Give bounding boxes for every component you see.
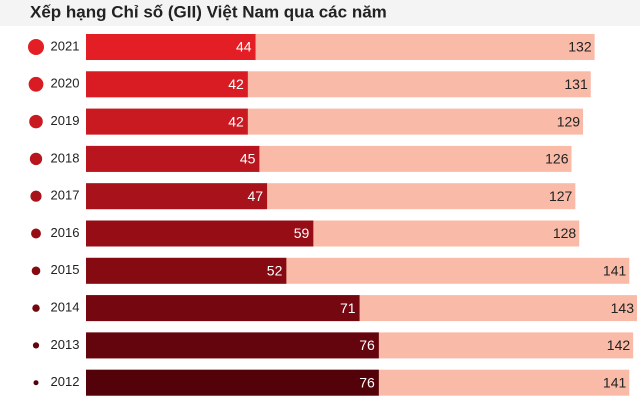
bar-rank (86, 295, 360, 322)
value-label-total: 129 (557, 113, 581, 129)
value-label-rank: 42 (228, 113, 244, 129)
y-tick-label: 2014 (51, 300, 80, 315)
value-label-rank: 71 (340, 300, 356, 316)
year-dot (31, 228, 41, 239)
value-label-total: 128 (553, 225, 577, 241)
value-label-total: 141 (603, 263, 627, 279)
year-dot (33, 380, 39, 386)
value-label-rank: 45 (240, 151, 256, 167)
year-dot (32, 342, 40, 349)
bar-rank (86, 183, 268, 210)
chart-title: Xếp hạng Chỉ số (GII) Việt Nam qua các n… (30, 2, 387, 21)
y-tick-label: 2020 (51, 76, 80, 91)
year-dot (29, 114, 43, 129)
bar-rank (86, 332, 379, 359)
year-dot (30, 190, 42, 202)
y-tick-label: 2019 (51, 113, 80, 128)
value-label-rank: 52 (267, 263, 283, 279)
value-label-rank: 76 (359, 337, 375, 353)
value-label-rank: 47 (248, 188, 264, 204)
bar-rank (86, 108, 248, 135)
value-label-total: 132 (568, 39, 592, 55)
value-label-total: 143 (611, 300, 635, 316)
bar-rank (86, 369, 379, 396)
year-dot (28, 39, 44, 55)
y-tick-label: 2015 (51, 262, 80, 277)
y-tick-label: 2018 (51, 150, 80, 165)
value-label-rank: 59 (294, 225, 310, 241)
year-dot (32, 304, 40, 312)
year-dot (31, 266, 41, 276)
value-label-total: 131 (564, 76, 588, 92)
y-tick-label: 2017 (51, 188, 80, 203)
year-dot (28, 76, 44, 92)
y-tick-label: 2013 (51, 337, 80, 352)
y-tick-label: 2016 (51, 225, 80, 240)
value-label-total: 127 (549, 188, 573, 204)
y-tick-label: 2021 (51, 38, 80, 53)
value-label-rank: 42 (228, 76, 244, 92)
value-label-rank: 76 (359, 374, 375, 390)
y-tick-label: 2012 (51, 374, 80, 389)
value-label-total: 141 (603, 374, 627, 390)
value-label-total: 126 (545, 151, 569, 167)
title-band (0, 0, 640, 26)
bar-rank (86, 145, 260, 172)
year-dot (29, 152, 43, 166)
bar-rank (86, 257, 287, 284)
value-label-total: 142 (607, 337, 631, 353)
bar-rank (86, 220, 314, 247)
bar-rank (86, 34, 256, 60)
value-label-rank: 44 (236, 39, 252, 55)
bar-rank (86, 71, 248, 98)
